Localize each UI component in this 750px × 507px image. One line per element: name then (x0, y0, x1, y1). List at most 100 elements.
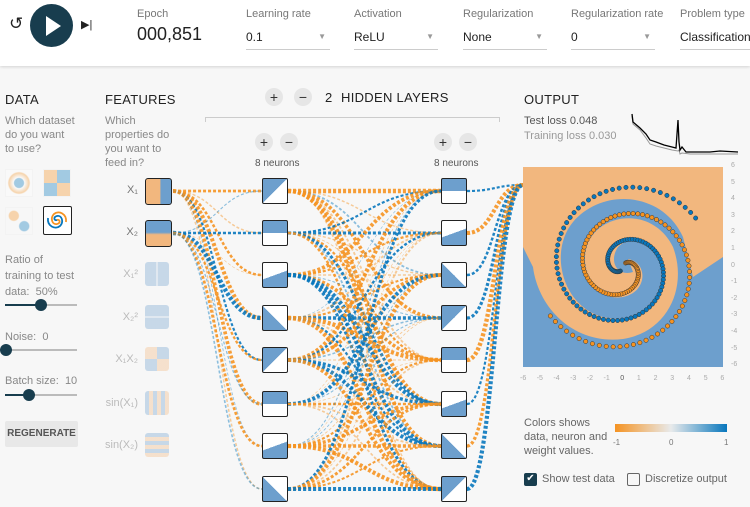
layer1-neuron[interactable] (262, 220, 288, 246)
layer1-neuron[interactable] (262, 433, 288, 459)
weight-link[interactable] (172, 232, 263, 276)
weight-link[interactable] (287, 190, 442, 405)
layer1-add-neuron-button[interactable]: + (255, 133, 273, 151)
weight-link[interactable] (466, 183, 524, 406)
ratio-slider[interactable] (5, 299, 77, 311)
layer2-add-neuron-button[interactable]: + (434, 133, 452, 151)
activation-select[interactable]: ReLU ▼ (354, 30, 438, 50)
weight-link[interactable] (287, 274, 442, 447)
layer2-remove-neuron-button[interactable]: − (459, 133, 477, 151)
show-test-data-checkbox[interactable]: ✔ (524, 473, 537, 486)
data-point (666, 225, 672, 231)
layer2-neuron[interactable] (441, 433, 467, 459)
remove-layer-button[interactable]: − (294, 88, 312, 106)
regularization-select[interactable]: None ▼ (463, 30, 547, 50)
dataset-xor[interactable] (43, 169, 71, 197)
weight-link[interactable] (172, 190, 263, 234)
dataset-spiral[interactable] (43, 206, 72, 235)
layer2-neuron[interactable] (441, 220, 467, 246)
data-point (570, 299, 576, 305)
layer2-neuron[interactable] (441, 305, 467, 331)
weight-link[interactable] (287, 189, 442, 320)
weight-link[interactable] (466, 183, 524, 320)
dataset-gaussian[interactable] (5, 207, 33, 235)
batch-slider[interactable] (5, 389, 77, 401)
data-point (649, 334, 655, 340)
data-point (637, 340, 643, 346)
data-point (649, 301, 655, 307)
layer2-neuron[interactable] (441, 476, 467, 502)
problem-type-select[interactable]: Classification (680, 30, 750, 50)
layer1-neuron[interactable] (262, 391, 288, 417)
layer2-neuron[interactable] (441, 391, 467, 417)
regenerate-button[interactable]: REGENERATE (5, 421, 78, 447)
feature-x3-toggle[interactable] (145, 262, 169, 286)
weight-link[interactable] (287, 189, 442, 277)
weight-link[interactable] (287, 317, 442, 405)
weight-link[interactable] (287, 358, 442, 406)
weight-link[interactable] (287, 444, 442, 491)
loss-chart (631, 113, 739, 155)
weight-link[interactable] (287, 402, 442, 491)
weight-link[interactable] (287, 402, 442, 448)
weight-link[interactable] (287, 359, 442, 405)
weight-link[interactable] (287, 317, 442, 490)
data-point (567, 295, 573, 301)
weight-link[interactable] (287, 189, 442, 362)
problem-type-value: Classification (680, 30, 750, 44)
discretize-output-checkbox[interactable] (627, 473, 640, 486)
weight-link[interactable] (466, 182, 524, 492)
regularization-rate-select[interactable]: 0 ▼ (571, 30, 655, 50)
weight-link[interactable] (287, 358, 442, 448)
weight-link[interactable] (287, 317, 442, 405)
data-point (687, 269, 693, 275)
layer1-neuron[interactable] (262, 476, 288, 502)
weight-link[interactable] (172, 190, 263, 447)
weight-link[interactable] (172, 190, 263, 234)
weight-link[interactable] (287, 189, 442, 491)
layer1-neuron[interactable] (262, 305, 288, 331)
weight-link[interactable] (287, 317, 442, 447)
feature-x2-toggle[interactable] (145, 220, 172, 247)
data-point (608, 215, 614, 221)
play-button[interactable] (30, 4, 73, 47)
weight-link[interactable] (172, 232, 263, 490)
dataset-circle[interactable] (5, 169, 33, 197)
layer2-neuron[interactable] (441, 347, 467, 373)
x-tick-label: 1 (636, 375, 641, 382)
weight-link[interactable] (172, 231, 263, 362)
discretize-output-label[interactable]: Discretize output (645, 473, 727, 485)
feature-x6-toggle[interactable] (145, 391, 169, 415)
noise-slider[interactable] (0, 344, 77, 356)
x-tick-label: -2 (586, 375, 594, 382)
show-test-data-label[interactable]: Show test data (542, 473, 615, 485)
weight-link[interactable] (287, 232, 442, 405)
weight-link[interactable] (287, 231, 442, 362)
weight-link[interactable] (287, 188, 442, 407)
weight-link[interactable] (287, 231, 442, 277)
learning-rate-label: Learning rate (246, 8, 311, 20)
add-layer-button[interactable]: + (265, 88, 283, 106)
layer1-neuron[interactable] (262, 178, 288, 204)
feature-x7-toggle[interactable] (145, 433, 169, 457)
data-point (583, 338, 589, 344)
layer2-neuron[interactable] (441, 262, 467, 288)
step-icon[interactable]: ▶| (81, 19, 93, 31)
reset-icon[interactable]: ↺ (9, 14, 24, 33)
feature-x5-toggle[interactable] (145, 347, 169, 371)
weight-link[interactable] (287, 190, 442, 319)
feature-x4-toggle[interactable] (145, 305, 169, 329)
ratio-label: Ratio of training to test data: 50% (5, 252, 80, 300)
data-point (630, 184, 636, 190)
layer1-neuron[interactable] (262, 262, 288, 288)
weight-link[interactable] (172, 231, 263, 448)
weight-link[interactable] (172, 230, 263, 321)
feature-x1-toggle[interactable] (145, 178, 172, 205)
layer2-neuron[interactable] (441, 178, 467, 204)
x-tick-label: -1 (603, 375, 610, 382)
layer1-neuron[interactable] (262, 347, 288, 373)
weight-link[interactable] (287, 359, 442, 490)
layer1-remove-neuron-button[interactable]: − (280, 133, 298, 151)
learning-rate-select[interactable]: 0.1 ▼ (246, 30, 330, 50)
weight-link[interactable] (466, 183, 524, 448)
